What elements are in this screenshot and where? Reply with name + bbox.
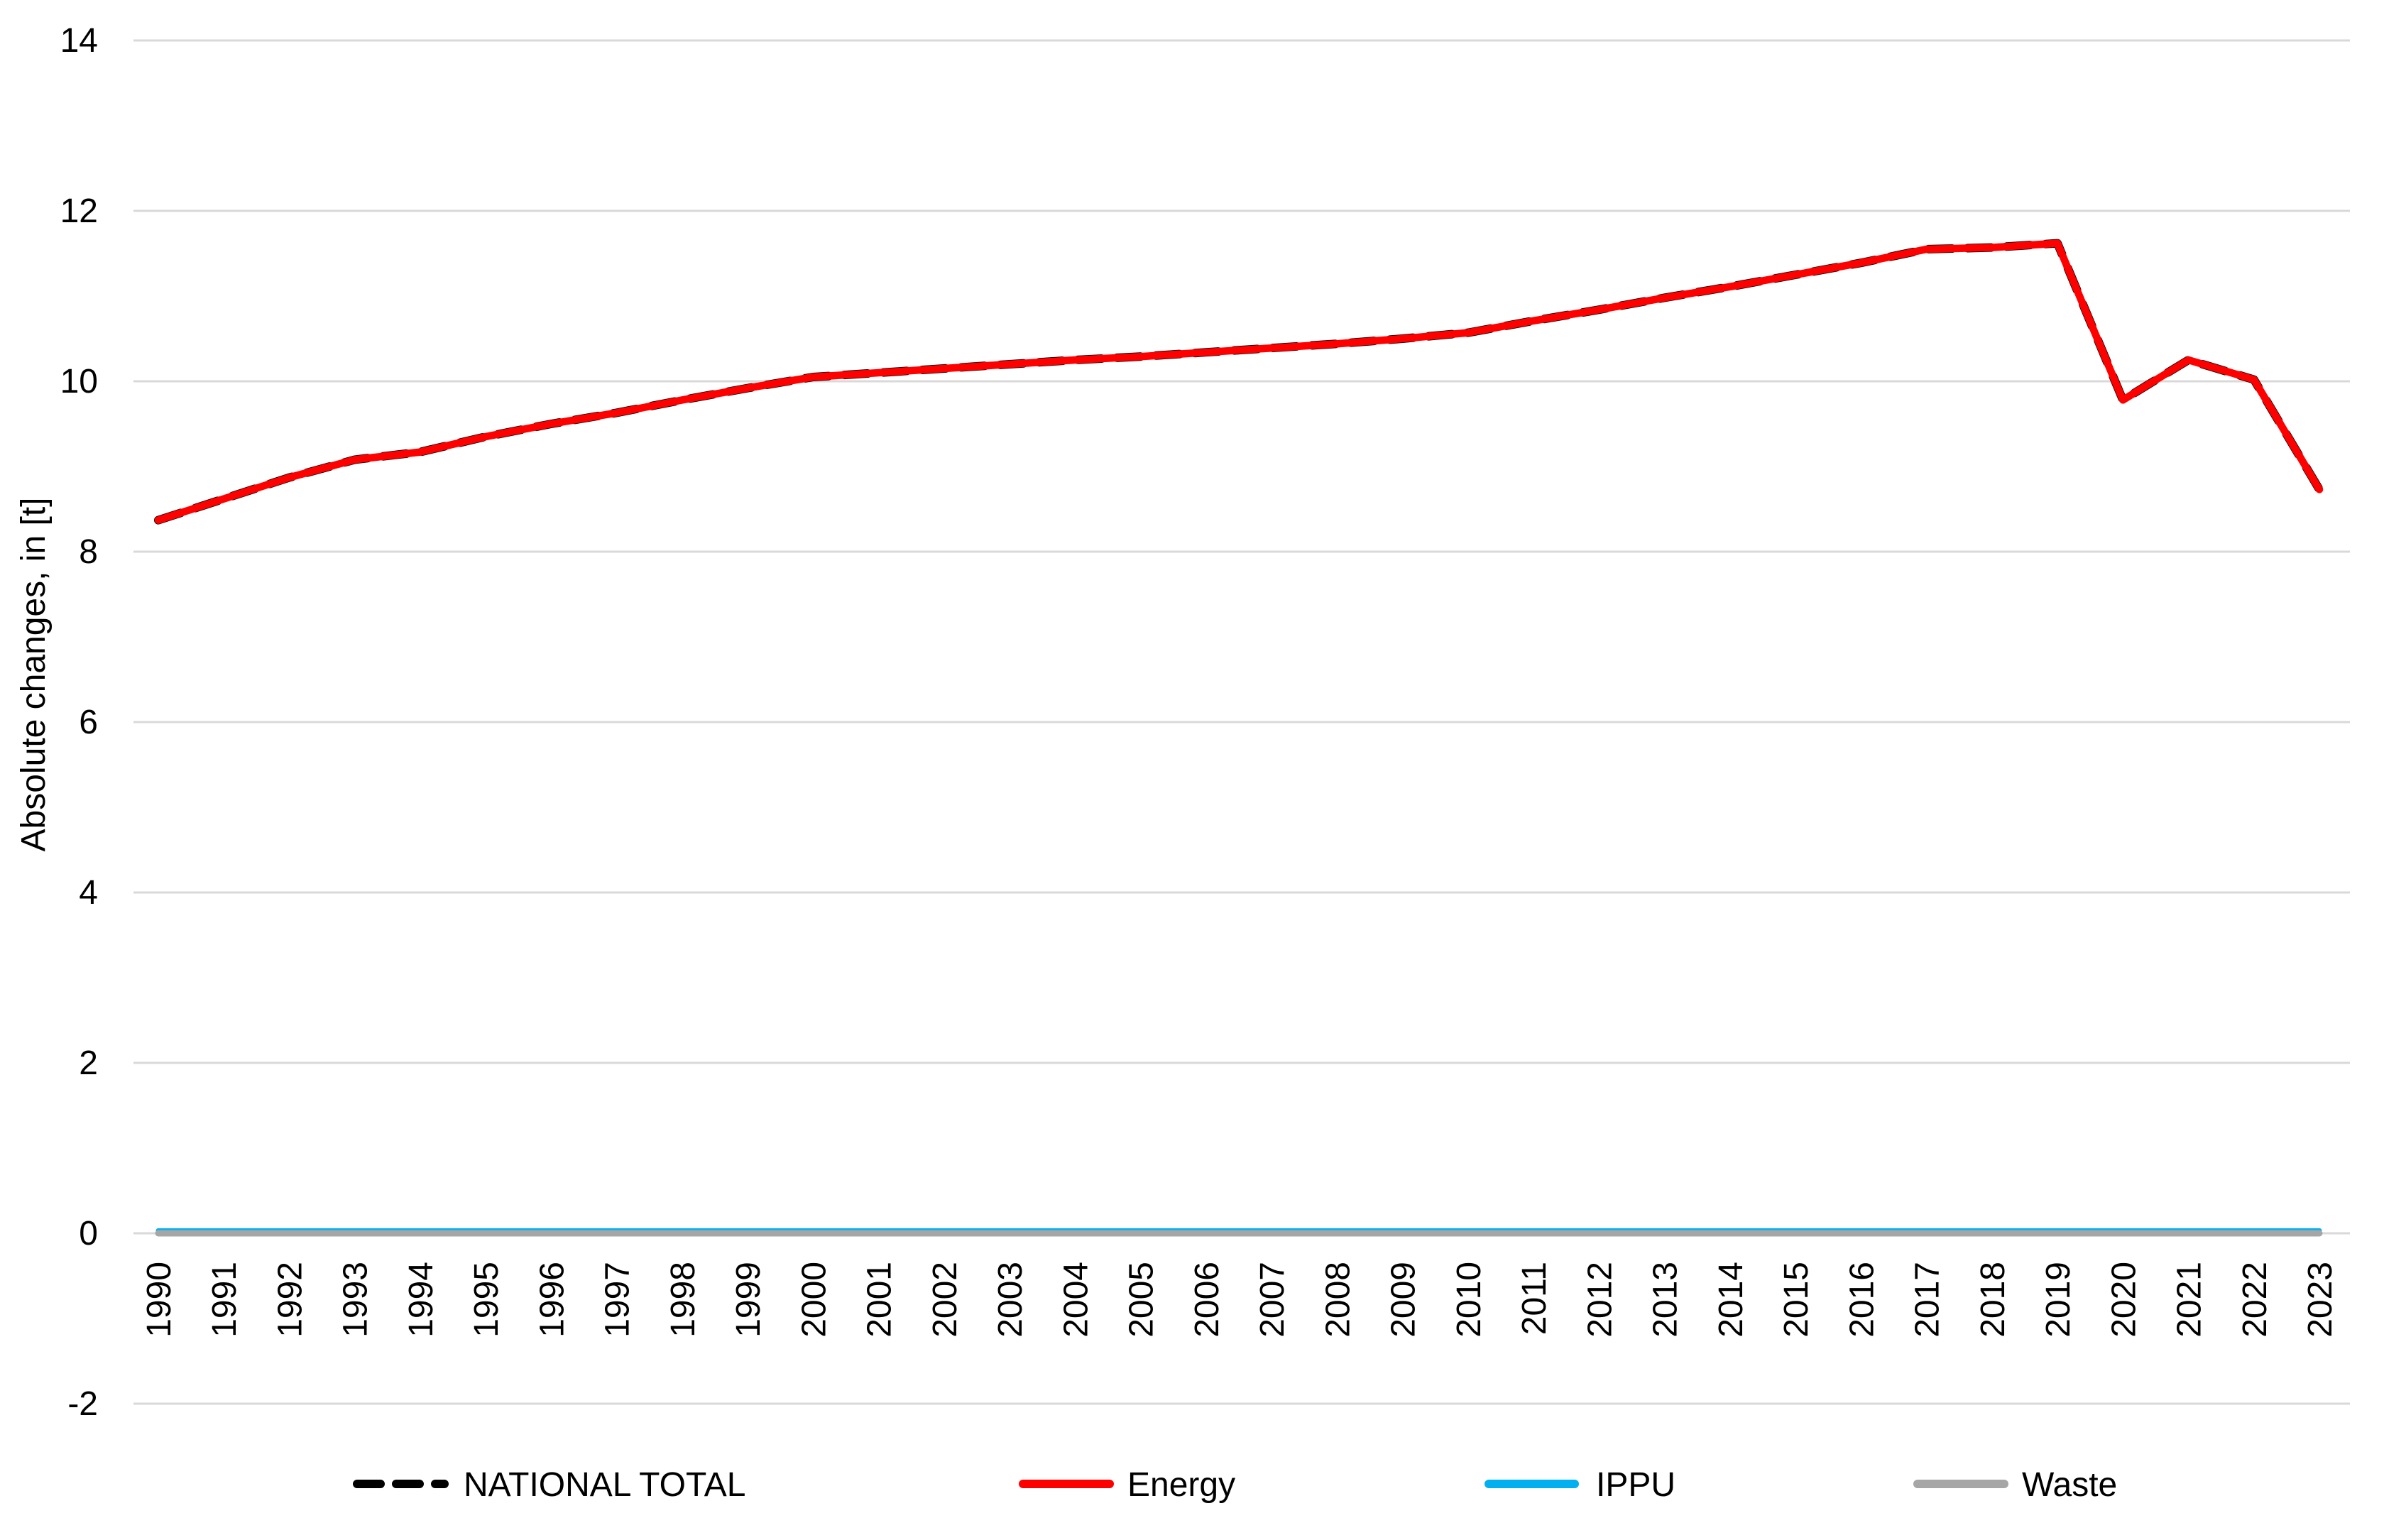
legend: NATIONAL TOTAL Energy IPPU Waste	[353, 1466, 2117, 1504]
x-tick-label: 2020	[2105, 1262, 2143, 1338]
x-tick-label: 2005	[1123, 1262, 1161, 1338]
x-tick-label: 2015	[1778, 1262, 1815, 1338]
x-tick-label: 1991	[206, 1262, 244, 1338]
x-axis-tick-labels: 1990 1991 1992 1993 1994 1995 1996 1997 1998 1999…	[141, 1262, 2339, 1338]
y-tick-label: 2	[79, 1044, 98, 1082]
y-tick-label: 8	[79, 533, 98, 571]
x-tick-label: 2018	[1974, 1262, 2012, 1338]
x-tick-label: 1992	[271, 1262, 309, 1338]
y-tick-label: -2	[67, 1385, 98, 1423]
x-tick-label: 2010	[1450, 1262, 1488, 1338]
x-tick-label: 2014	[1712, 1262, 1750, 1338]
x-tick-label: 2012	[1581, 1262, 1619, 1338]
x-tick-label: 2004	[1057, 1262, 1095, 1338]
y-tick-label: 6	[79, 704, 98, 741]
x-tick-label: 1999	[730, 1262, 767, 1338]
x-tick-label: 2011	[1516, 1262, 1553, 1335]
y-tick-label: 10	[60, 363, 98, 400]
x-tick-label: 2000	[795, 1262, 833, 1338]
x-tick-label: 1998	[665, 1262, 702, 1338]
x-tick-label: 1994	[403, 1262, 440, 1338]
x-tick-label: 1990	[141, 1262, 178, 1338]
y-axis-tick-labels: -2 0 2 4 6 8 10 12 14	[60, 22, 98, 1423]
legend-label-energy: Energy	[1127, 1466, 1235, 1504]
x-tick-label: 2017	[1909, 1262, 1947, 1338]
x-tick-label: 2007	[1254, 1262, 1291, 1338]
x-tick-label: 2006	[1188, 1262, 1226, 1338]
y-tick-label: 12	[60, 192, 98, 230]
legend-label-waste: Waste	[2022, 1466, 2117, 1504]
x-tick-label: 2002	[926, 1262, 964, 1338]
series-lines	[154, 239, 2324, 1237]
x-tick-label: 2003	[992, 1262, 1029, 1338]
y-tick-label: 4	[79, 874, 98, 912]
legend-label-national-total: NATIONAL TOTAL	[464, 1466, 745, 1504]
x-tick-label: 2008	[1319, 1262, 1357, 1338]
x-tick-label: 2013	[1647, 1262, 1685, 1338]
x-tick-label: 2016	[1843, 1262, 1881, 1338]
series-line-energy	[154, 239, 2324, 524]
legend-label-ippu: IPPU	[1596, 1466, 1675, 1504]
x-tick-label: 1997	[599, 1262, 637, 1338]
x-tick-label: 2021	[2171, 1262, 2209, 1338]
x-tick-label: 2009	[1385, 1262, 1423, 1338]
x-tick-label: 1993	[337, 1262, 375, 1338]
x-tick-label: 2022	[2236, 1262, 2274, 1338]
y-axis-title: Absolute changes, in [t]	[15, 498, 53, 852]
x-tick-label: 2019	[2040, 1262, 2077, 1338]
x-tick-label: 1995	[468, 1262, 505, 1338]
x-tick-label: 2023	[2302, 1262, 2339, 1338]
x-tick-label: 1996	[533, 1262, 571, 1338]
y-tick-label: 14	[60, 22, 98, 60]
x-tick-label: 2001	[861, 1262, 899, 1338]
y-tick-label: 0	[79, 1215, 98, 1252]
